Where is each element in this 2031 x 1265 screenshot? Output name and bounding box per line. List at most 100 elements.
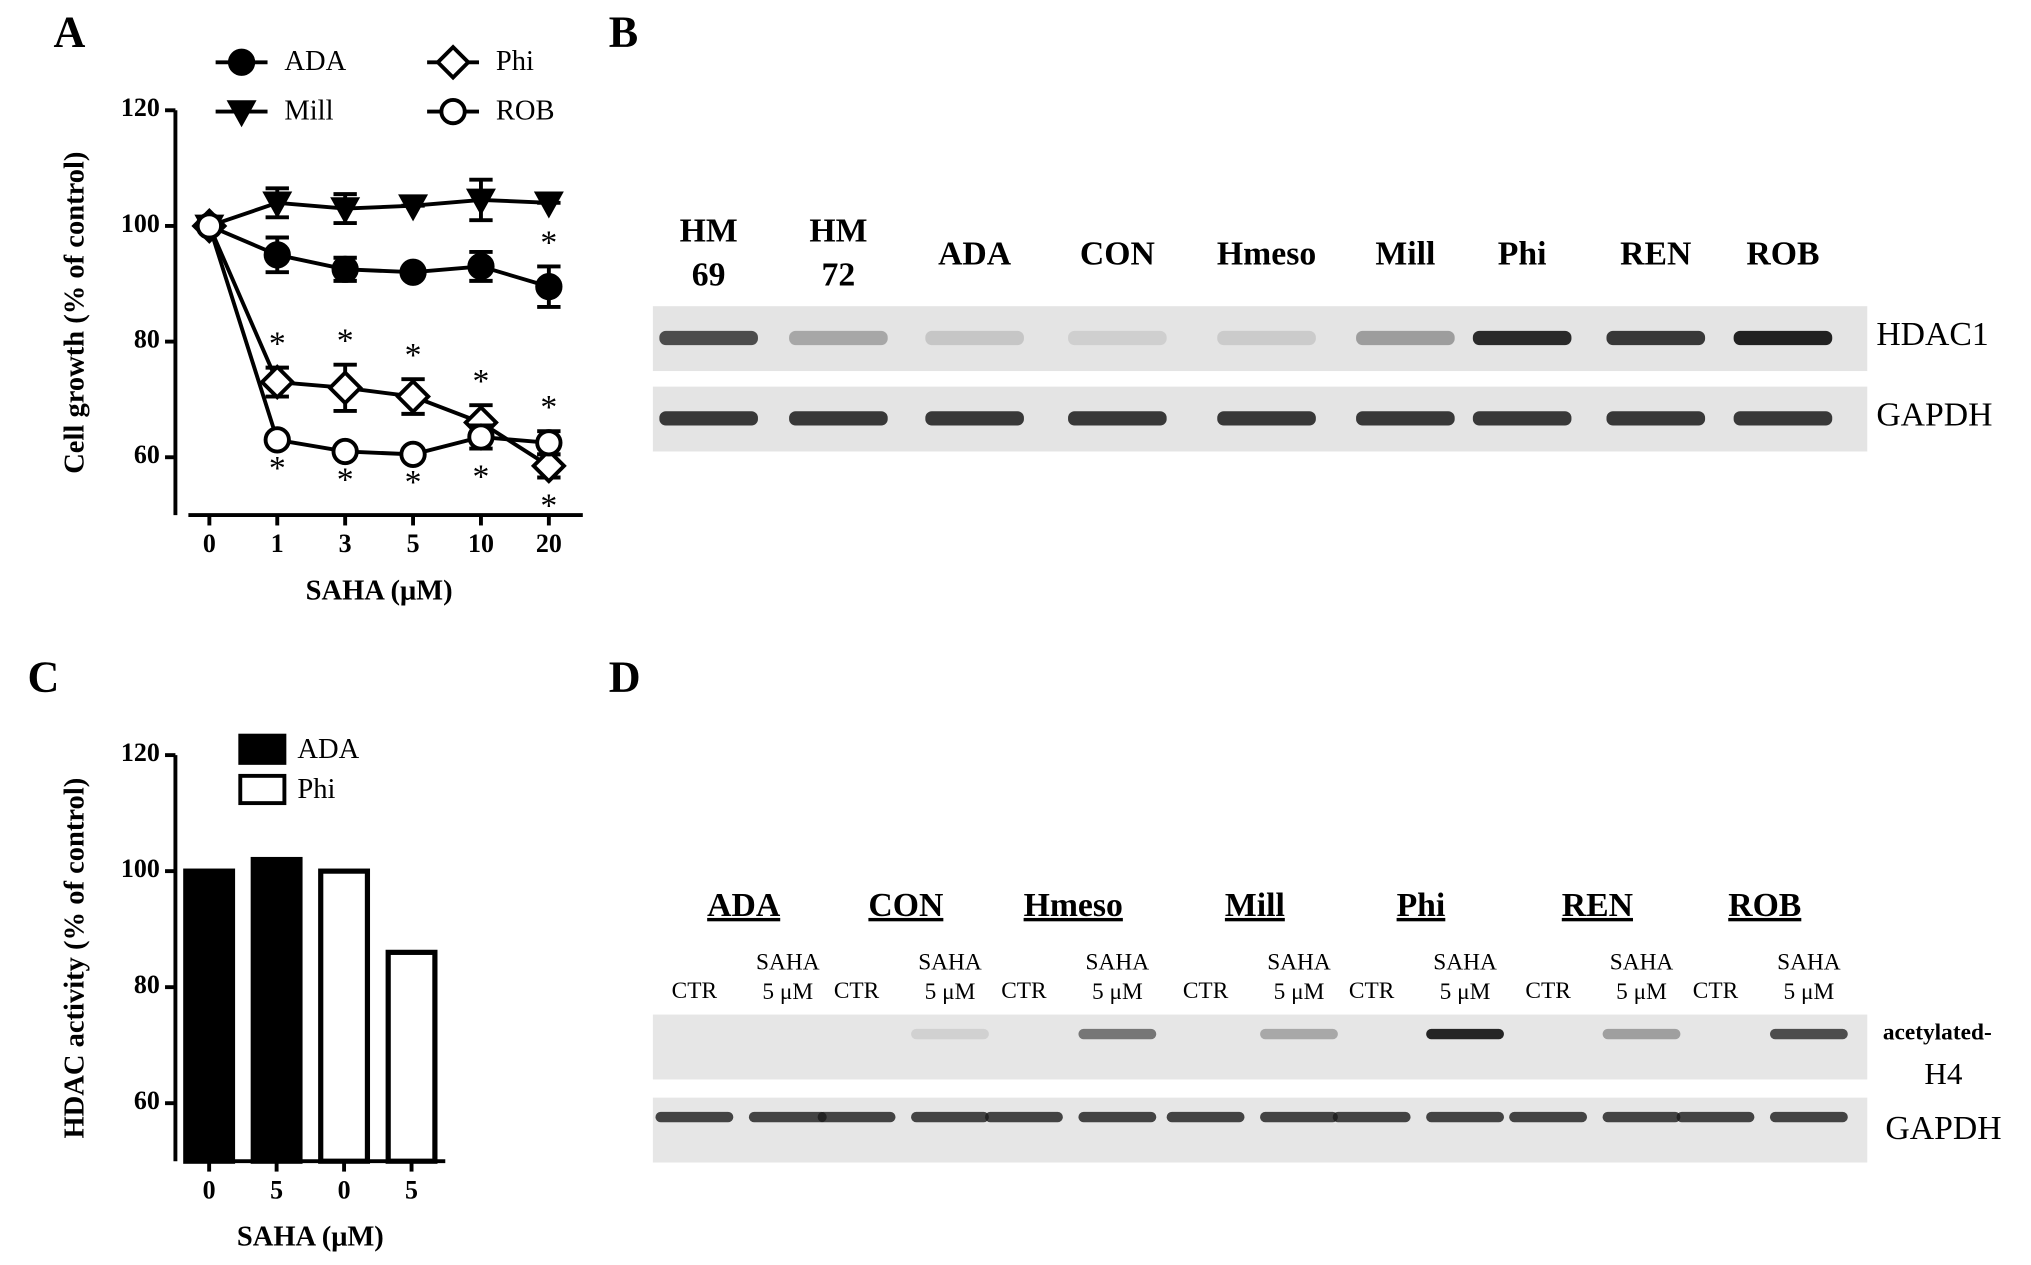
series-line	[207, 225, 550, 468]
legend-swatch	[238, 773, 287, 806]
blot-band	[1606, 330, 1706, 346]
x-tick-label: 20	[536, 529, 562, 558]
group-label: REN	[1562, 887, 1633, 924]
condition-label: 5 μM	[925, 979, 976, 1005]
blot-band	[1068, 330, 1167, 346]
data-point	[467, 252, 495, 281]
x-tick-label: 5	[405, 1175, 418, 1204]
condition-label: SAHA	[1777, 949, 1841, 975]
y-tick-label: 60	[134, 440, 160, 469]
significance-mark: *	[269, 450, 286, 487]
blot-band	[1472, 330, 1572, 346]
x-tick-label: 3	[339, 529, 352, 558]
condition-label: CTR	[1693, 978, 1739, 1004]
significance-mark: *	[540, 224, 557, 261]
blot-band	[1356, 330, 1455, 346]
x-tick-label: 5	[270, 1175, 283, 1204]
condition-label: 5 μM	[1274, 979, 1325, 1005]
condition-label: 5 μM	[1092, 979, 1143, 1005]
blot-band	[748, 1111, 827, 1123]
blot-band	[1260, 1028, 1338, 1040]
y-tick-label: 120	[121, 738, 160, 767]
condition-label: SAHA	[1086, 949, 1150, 975]
group-label: CON	[868, 887, 943, 924]
data-point	[195, 212, 223, 240]
group-label: Phi	[1397, 887, 1446, 924]
blot-strip	[652, 1097, 1868, 1163]
blot-band	[1602, 1028, 1681, 1040]
condition-label: CTR	[1001, 978, 1047, 1004]
blot-band	[1217, 411, 1316, 426]
row-label: H4	[1924, 1056, 1962, 1091]
series-line	[208, 197, 549, 228]
blot-band	[1166, 1111, 1245, 1123]
legend-label: ADA	[297, 734, 359, 765]
blot-band	[925, 330, 1024, 346]
legend-label: Phi	[496, 46, 534, 77]
x-tick-label: 0	[203, 529, 216, 558]
x-tick-label: 5	[407, 529, 420, 558]
lane-label: CON	[1080, 236, 1155, 273]
blot-band	[1602, 1111, 1681, 1123]
condition-label: 5 μM	[762, 979, 813, 1005]
row-label: HDAC1	[1876, 316, 1988, 353]
condition-label: SAHA	[918, 949, 982, 975]
legend-label: Mill	[284, 95, 333, 126]
condition-label: CTR	[834, 978, 880, 1004]
blot-band	[925, 411, 1024, 426]
blot-band	[1676, 1111, 1755, 1123]
x-axis-label: SAHA (μM)	[237, 1222, 384, 1253]
data-point	[530, 447, 567, 484]
condition-label: SAHA	[756, 949, 820, 975]
series-line	[208, 224, 550, 289]
significance-mark: *	[473, 458, 490, 495]
blot-band	[817, 1111, 896, 1123]
data-point	[535, 429, 563, 457]
condition-label: 5 μM	[1783, 979, 1834, 1005]
blot-band	[1426, 1111, 1504, 1123]
condition-label: CTR	[1183, 978, 1229, 1004]
data-point	[330, 197, 361, 225]
data-point	[263, 426, 291, 454]
data-point	[331, 255, 359, 283]
condition-label: SAHA	[1433, 949, 1497, 975]
blot-band	[659, 411, 758, 426]
y-tick-label: 100	[121, 209, 160, 238]
bar	[250, 856, 303, 1164]
lane-label: HM	[809, 212, 867, 249]
blot-band	[1733, 411, 1833, 426]
blot-band	[1078, 1028, 1157, 1040]
blot-band	[911, 1028, 989, 1040]
significance-mark: *	[269, 326, 286, 363]
row-label: acetylated-	[1883, 1019, 1992, 1045]
blot-band	[1260, 1111, 1338, 1123]
blot-band	[1733, 330, 1833, 346]
blot-band	[911, 1111, 989, 1123]
significance-mark: *	[540, 389, 557, 426]
legend-label: Phi	[297, 774, 335, 805]
legend-label: ADA	[284, 46, 346, 77]
blot-band	[1356, 411, 1455, 426]
bar	[318, 868, 371, 1164]
significance-mark: *	[540, 487, 557, 524]
significance-mark: *	[405, 337, 422, 374]
group-label: Hmeso	[1024, 887, 1123, 924]
x-tick-label: 0	[203, 1175, 216, 1204]
y-tick-label: 100	[121, 854, 160, 883]
row-label: GAPDH	[1876, 397, 1992, 434]
condition-label: SAHA	[1267, 949, 1331, 975]
row-label: GAPDH	[1885, 1110, 2001, 1147]
blot-band	[1426, 1028, 1504, 1040]
legend-label: ROB	[496, 95, 555, 126]
lane-label: ADA	[938, 236, 1012, 273]
legend-swatch	[238, 733, 287, 765]
blot-band	[1078, 1111, 1157, 1123]
panel-letter: D	[609, 652, 641, 701]
condition-label: CTR	[1525, 978, 1571, 1004]
lane-label: Hmeso	[1217, 236, 1316, 273]
blot-band	[659, 330, 758, 346]
data-point	[259, 364, 296, 401]
blot-band	[1068, 411, 1167, 426]
panel-letter: A	[53, 7, 85, 56]
bar	[385, 949, 438, 1164]
